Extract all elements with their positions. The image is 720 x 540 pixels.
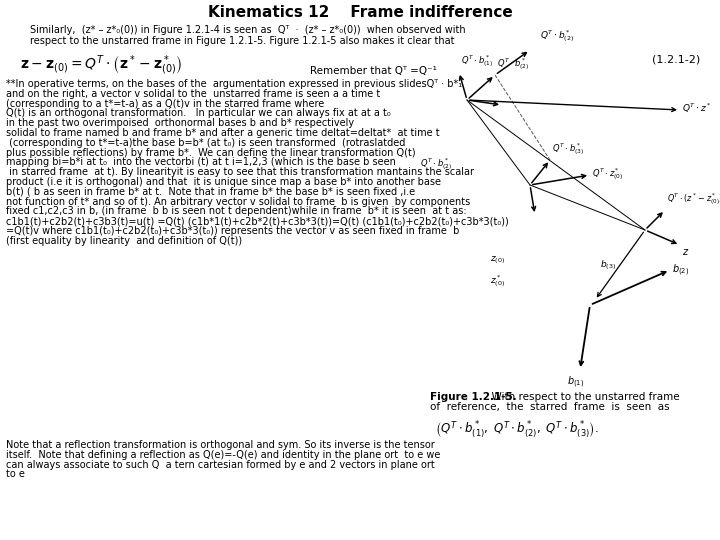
Text: Note that a reflection transformation is orthogonal and sym. So its inverse is t: Note that a reflection transformation is… <box>6 440 435 450</box>
Text: (first equality by linearity  and definition of Q(t)): (first equality by linearity and definit… <box>6 236 242 246</box>
Text: $z$: $z$ <box>682 247 689 257</box>
Text: $b_{(2)}$: $b_{(2)}$ <box>672 262 689 278</box>
Text: **In operative terms, on the bases of the  argumentation expressed in previous s: **In operative terms, on the bases of th… <box>6 79 462 89</box>
Text: in starred frame  at t). By linearityit is easy to see that this transformation : in starred frame at t). By linearityit i… <box>6 167 474 177</box>
Text: (1.2.1-2): (1.2.1-2) <box>652 54 700 64</box>
Text: Figure 1.2.1-5.: Figure 1.2.1-5. <box>430 392 517 402</box>
Text: $Q^T \cdot z^*$: $Q^T \cdot z^*$ <box>682 102 711 114</box>
Text: of  reference,  the  starred  frame  is  seen  as: of reference, the starred frame is seen … <box>430 402 670 412</box>
Text: Q(t) is an orthogonal transformation.   In particular we can always fix at at a : Q(t) is an orthogonal transformation. In… <box>6 109 391 118</box>
Text: =Q(t)v where c1b1(t₀)+c2b2(t₀)+c3b*3(t₀)) represents the vector v as seen fixed : =Q(t)v where c1b1(t₀)+c2b2(t₀)+c3b*3(t₀)… <box>6 226 459 236</box>
Text: Remember that Qᵀ =Q⁻¹: Remember that Qᵀ =Q⁻¹ <box>310 66 437 76</box>
Text: With respect to the unstarred frame: With respect to the unstarred frame <box>485 392 680 402</box>
Text: not function of t* and so of t). An arbitrary vector v solidal to frame  b is gi: not function of t* and so of t). An arbi… <box>6 197 470 207</box>
Text: mapping bi=b*i at t₀  into the vectorbi (t) at t i=1,2,3 (which is the base b se: mapping bi=b*i at t₀ into the vectorbi (… <box>6 157 396 167</box>
Text: $b_{(1)}$: $b_{(1)}$ <box>567 375 585 390</box>
Text: b(t) ( b as seen in frame b* at t.  Note that in frame b* the base b* is seen fi: b(t) ( b as seen in frame b* at t. Note … <box>6 187 415 197</box>
Text: $Q^T \cdot b^*_{(2)}$: $Q^T \cdot b^*_{(2)}$ <box>420 157 452 173</box>
Text: plus possible reflections) by frame b*.  We can define the linear transformation: plus possible reflections) by frame b*. … <box>6 147 415 158</box>
Text: product (i.e it is orthogonal) and that  it is unique since map a base b* into a: product (i.e it is orthogonal) and that … <box>6 177 441 187</box>
Text: $z_{(0)}$: $z_{(0)}$ <box>490 254 505 266</box>
Text: $Q^T \cdot b^*_{(3)}$: $Q^T \cdot b^*_{(3)}$ <box>552 142 584 158</box>
Text: respect to the unstarred frame in Figure 1.2.1-5. Figure 1.2.1-5 also makes it c: respect to the unstarred frame in Figure… <box>30 36 454 46</box>
Text: $Q^T \cdot b^*_{(2)}$: $Q^T \cdot b^*_{(2)}$ <box>497 57 529 73</box>
Text: Similarly,  (z* – z*₀(0)) in Figure 1.2.1-4 is seen as  Qᵀ  ·  (z* – z*₀(0))  wh: Similarly, (z* – z*₀(0)) in Figure 1.2.1… <box>30 25 466 35</box>
Text: $b_{(3)}$: $b_{(3)}$ <box>600 258 616 272</box>
Text: $Q^T \cdot z^*_{(0)}$: $Q^T \cdot z^*_{(0)}$ <box>592 167 624 183</box>
Text: $Q^T \cdot b^*_{(1)}$: $Q^T \cdot b^*_{(1)}$ <box>461 54 493 70</box>
Text: (corresponding to t*=t-a)the base b=b* (at t₀) is seen transformed  (rotraslatde: (corresponding to t*=t-a)the base b=b* (… <box>6 138 405 148</box>
Text: c1b1(t)+c2b2(t)+c3b3(t)=u(t) =Q(t) (c1b*1(t)+c2b*2(t)+c3b*3(t))=Q(t) (c1b1(t₀)+c: c1b1(t)+c2b2(t)+c3b3(t)=u(t) =Q(t) (c1b*… <box>6 216 509 226</box>
Text: fixed c1,c2,c3 in b, (in frame  b b is seen not t dependent)while in frame  b* i: fixed c1,c2,c3 in b, (in frame b b is se… <box>6 206 467 217</box>
Text: solidal to frame named b and frame b* and after a generic time deltat=deltat*  a: solidal to frame named b and frame b* an… <box>6 128 440 138</box>
Text: $Q^T \cdot b^*_{(2)}$: $Q^T \cdot b^*_{(2)}$ <box>540 29 575 45</box>
Text: $Q^T \cdot (z^*-z^*_{(0)})$: $Q^T \cdot (z^*-z^*_{(0)})$ <box>667 192 720 208</box>
Text: Kinematics 12    Frame indifference: Kinematics 12 Frame indifference <box>207 5 513 20</box>
Text: and on the right, a vector v solidal to the  unstarred frame is seen a a time t: and on the right, a vector v solidal to … <box>6 89 380 99</box>
Text: $z^*_{(0)}$: $z^*_{(0)}$ <box>490 274 505 290</box>
Text: to e: to e <box>6 469 25 480</box>
Text: $\mathbf{z} - \mathbf{z}_{(0)} = Q^T \cdot \left(\mathbf{z}^* - \mathbf{z}^*_{(0: $\mathbf{z} - \mathbf{z}_{(0)} = Q^T \cd… <box>20 54 182 78</box>
Text: $\left(Q^T \cdot b^*_{(1)},\; Q^T \cdot b^*_{(2)},\; Q^T \cdot b^*_{(3)}\right).: $\left(Q^T \cdot b^*_{(1)},\; Q^T \cdot … <box>435 420 599 442</box>
Text: can always associate to such Q  a tern cartesian formed by e and 2 vectors in pl: can always associate to such Q a tern ca… <box>6 460 435 470</box>
Text: in the past two overimpoised  orthonormal bases b and b* respectively: in the past two overimpoised orthonormal… <box>6 118 354 128</box>
Text: (corresponding to a t*=t-a) as a Q(t)v in the starred frame where: (corresponding to a t*=t-a) as a Q(t)v i… <box>6 99 324 109</box>
Text: itself.  Note that defining a reflection as Q(e)=-Q(e) and identity in the plane: itself. Note that defining a reflection … <box>6 450 441 460</box>
